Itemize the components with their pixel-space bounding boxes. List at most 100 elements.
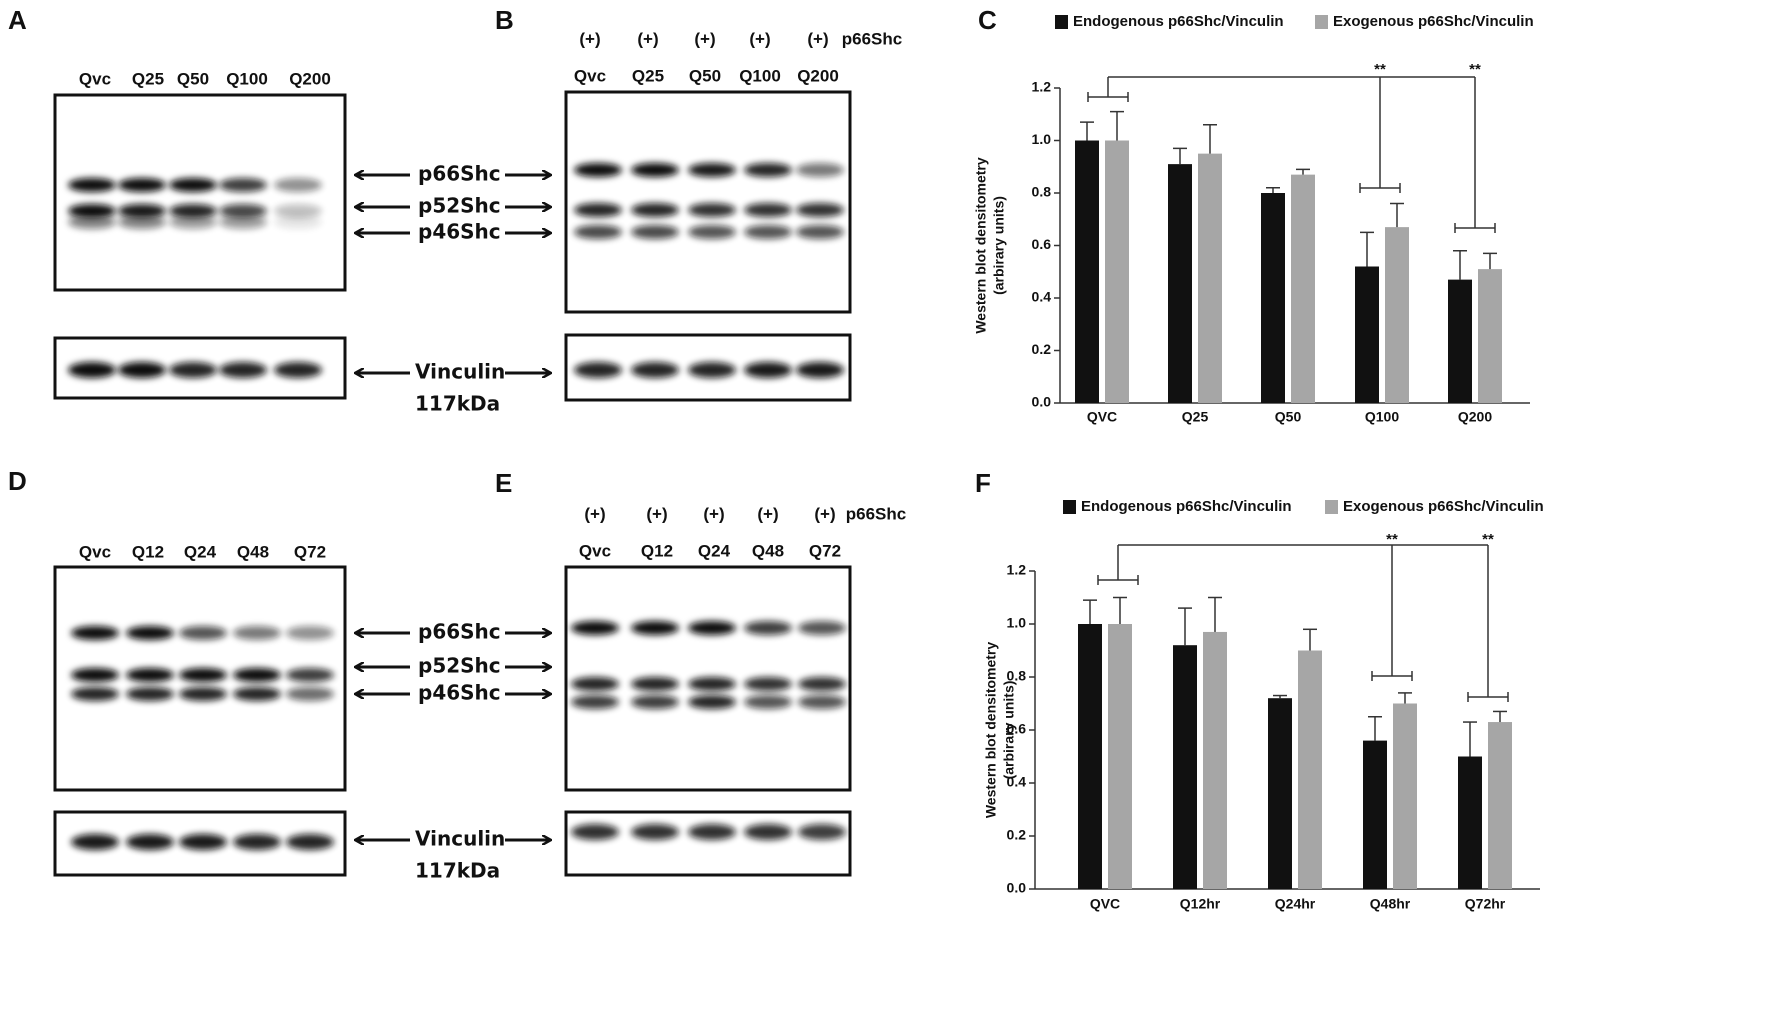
bar	[1173, 645, 1197, 889]
band	[71, 626, 119, 640]
bar	[1478, 269, 1502, 403]
band	[71, 668, 119, 682]
legend-swatch	[1063, 500, 1076, 514]
band	[118, 362, 166, 378]
lane-label: Q24	[184, 542, 217, 561]
bar	[1458, 756, 1482, 889]
bar	[1268, 698, 1292, 889]
plus-label: (+)	[757, 504, 778, 523]
panel-letter: A	[8, 5, 27, 35]
plus-label: (+)	[814, 504, 835, 523]
y-tick-label: 1.0	[1032, 131, 1052, 147]
band	[169, 178, 217, 192]
size-label: 117kDa	[415, 392, 500, 416]
y-tick-label: 1.2	[1007, 562, 1027, 578]
band	[219, 215, 267, 229]
band	[798, 695, 846, 709]
band	[126, 626, 174, 640]
band	[126, 834, 174, 850]
band	[744, 621, 792, 635]
bar	[1078, 624, 1102, 889]
band	[631, 621, 679, 635]
loading-label: Vinculin	[415, 827, 505, 851]
band	[126, 687, 174, 701]
x-tick-label: Q12hr	[1180, 896, 1221, 912]
plus-label: (+)	[694, 29, 715, 48]
bar	[1298, 650, 1322, 889]
lane-label: Qvc	[579, 541, 611, 560]
band	[688, 824, 736, 840]
band	[688, 695, 736, 709]
band	[798, 677, 846, 691]
panel-letter: D	[8, 466, 27, 496]
band	[744, 225, 792, 239]
lane-label: Q25	[632, 66, 664, 85]
y-tick-label: 1.0	[1007, 615, 1027, 631]
y-axis-label: (arbirary units)	[991, 196, 1007, 295]
band	[688, 203, 736, 217]
y-axis-label: Western blot densitometry	[973, 157, 989, 334]
band	[574, 225, 622, 239]
plus-label: (+)	[807, 29, 828, 48]
legend-swatch	[1315, 15, 1328, 29]
band-label: p46Shc	[418, 681, 501, 705]
band	[798, 824, 846, 840]
band	[688, 225, 736, 239]
band	[71, 687, 119, 701]
band	[688, 163, 736, 177]
band	[574, 163, 622, 177]
y-axis-label: Western blot densitometry	[983, 642, 999, 819]
bar	[1385, 227, 1409, 403]
x-tick-label: Q200	[1458, 409, 1492, 425]
bar	[1355, 266, 1379, 403]
bar	[1108, 624, 1132, 889]
band	[126, 668, 174, 682]
x-tick-label: Q100	[1365, 409, 1399, 425]
plus-label: (+)	[579, 29, 600, 48]
band	[118, 215, 166, 229]
x-tick-label: QVC	[1087, 409, 1117, 425]
band	[274, 204, 322, 218]
blot-box	[564, 810, 852, 877]
bar	[1075, 140, 1099, 403]
band	[169, 362, 217, 378]
significance: **	[1482, 531, 1494, 548]
significance: **	[1374, 61, 1386, 78]
y-tick-label: 0.6	[1007, 721, 1027, 737]
bar	[1261, 193, 1285, 403]
x-tick-label: Q24hr	[1275, 896, 1316, 912]
band	[179, 834, 227, 850]
band	[233, 626, 281, 640]
blots: A Qvc Q25 Q50 Q100 Q200 B Qvc Q25 Q50 Q100 Q200 (+) (…	[8, 5, 906, 883]
lane-label: Q12	[132, 542, 164, 561]
band	[68, 178, 116, 192]
legend-swatch	[1325, 500, 1338, 514]
band	[233, 834, 281, 850]
chart: C Endogenous p66Shc/Vinculin Exogenous p66…	[973, 5, 1534, 425]
lane-label: Q12	[641, 541, 673, 560]
plus-label: (+)	[637, 29, 658, 48]
blot-box	[564, 90, 852, 314]
band	[744, 203, 792, 217]
band	[233, 687, 281, 701]
band	[286, 626, 334, 640]
band	[688, 677, 736, 691]
band-label: p52Shc	[418, 194, 501, 218]
band	[688, 362, 736, 378]
legend-label: Endogenous p66Shc/Vinculin	[1081, 498, 1292, 515]
legend-label: Exogenous p66Shc/Vinculin	[1333, 13, 1534, 30]
construct-label: p66Shc	[842, 29, 902, 48]
significance: **	[1469, 61, 1481, 78]
lane-label: Q100	[226, 69, 268, 88]
band-label: p66Shc	[418, 162, 501, 186]
bar	[1448, 279, 1472, 403]
bar	[1488, 722, 1512, 889]
y-tick-label: 0.8	[1007, 668, 1027, 684]
bar	[1105, 140, 1129, 403]
band	[286, 687, 334, 701]
band	[233, 668, 281, 682]
legend-label: Exogenous p66Shc/Vinculin	[1343, 498, 1544, 515]
lane-label: Q72	[294, 542, 326, 561]
lane-label: Q50	[177, 69, 209, 88]
